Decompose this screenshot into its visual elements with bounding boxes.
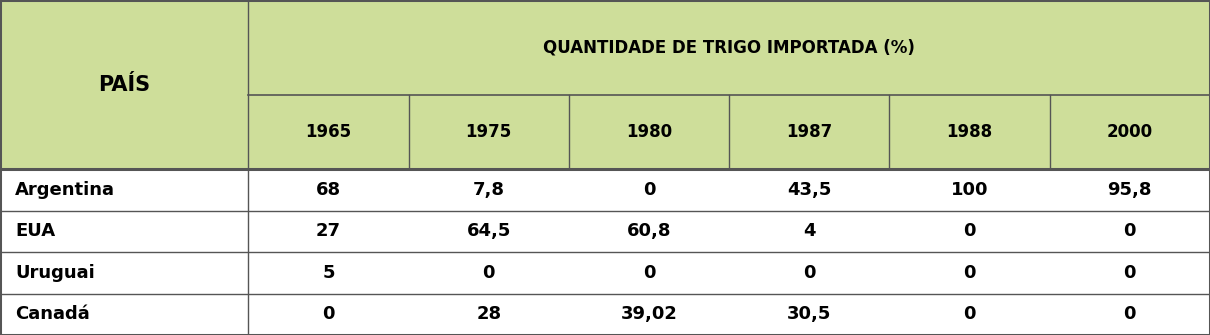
- Text: 60,8: 60,8: [627, 222, 672, 240]
- Text: QUANTIDADE DE TRIGO IMPORTADA (%): QUANTIDADE DE TRIGO IMPORTADA (%): [543, 39, 915, 57]
- Text: 2000: 2000: [1107, 123, 1153, 141]
- Text: 1987: 1987: [786, 123, 832, 141]
- Text: 0: 0: [803, 264, 816, 282]
- Text: 0: 0: [1124, 222, 1136, 240]
- Text: 0: 0: [963, 222, 975, 240]
- Text: 64,5: 64,5: [467, 222, 511, 240]
- Text: 95,8: 95,8: [1107, 181, 1152, 199]
- Text: 7,8: 7,8: [473, 181, 505, 199]
- Text: 43,5: 43,5: [788, 181, 831, 199]
- Text: 0: 0: [322, 305, 335, 323]
- Text: 0: 0: [963, 305, 975, 323]
- Text: Argentina: Argentina: [15, 181, 115, 199]
- Text: 1975: 1975: [466, 123, 512, 141]
- Text: EUA: EUA: [15, 222, 54, 240]
- Text: 27: 27: [316, 222, 341, 240]
- Text: 0: 0: [643, 181, 656, 199]
- Text: 4: 4: [803, 222, 816, 240]
- Bar: [0, 0, 1210, 169]
- Text: Canadá: Canadá: [15, 305, 90, 323]
- Text: 0: 0: [1124, 264, 1136, 282]
- Text: 68: 68: [316, 181, 341, 199]
- Text: 28: 28: [477, 305, 501, 323]
- Text: PAÍS: PAÍS: [98, 75, 150, 94]
- Text: 0: 0: [643, 264, 656, 282]
- Text: 1965: 1965: [305, 123, 352, 141]
- Text: 100: 100: [951, 181, 989, 199]
- Text: Uruguai: Uruguai: [15, 264, 94, 282]
- Bar: [0, 169, 1210, 335]
- Text: 1988: 1988: [946, 123, 992, 141]
- Text: 39,02: 39,02: [621, 305, 678, 323]
- Text: 0: 0: [963, 264, 975, 282]
- Text: 5: 5: [322, 264, 335, 282]
- Text: 30,5: 30,5: [788, 305, 831, 323]
- Text: 0: 0: [483, 264, 495, 282]
- Text: 1980: 1980: [626, 123, 672, 141]
- Text: 0: 0: [1124, 305, 1136, 323]
